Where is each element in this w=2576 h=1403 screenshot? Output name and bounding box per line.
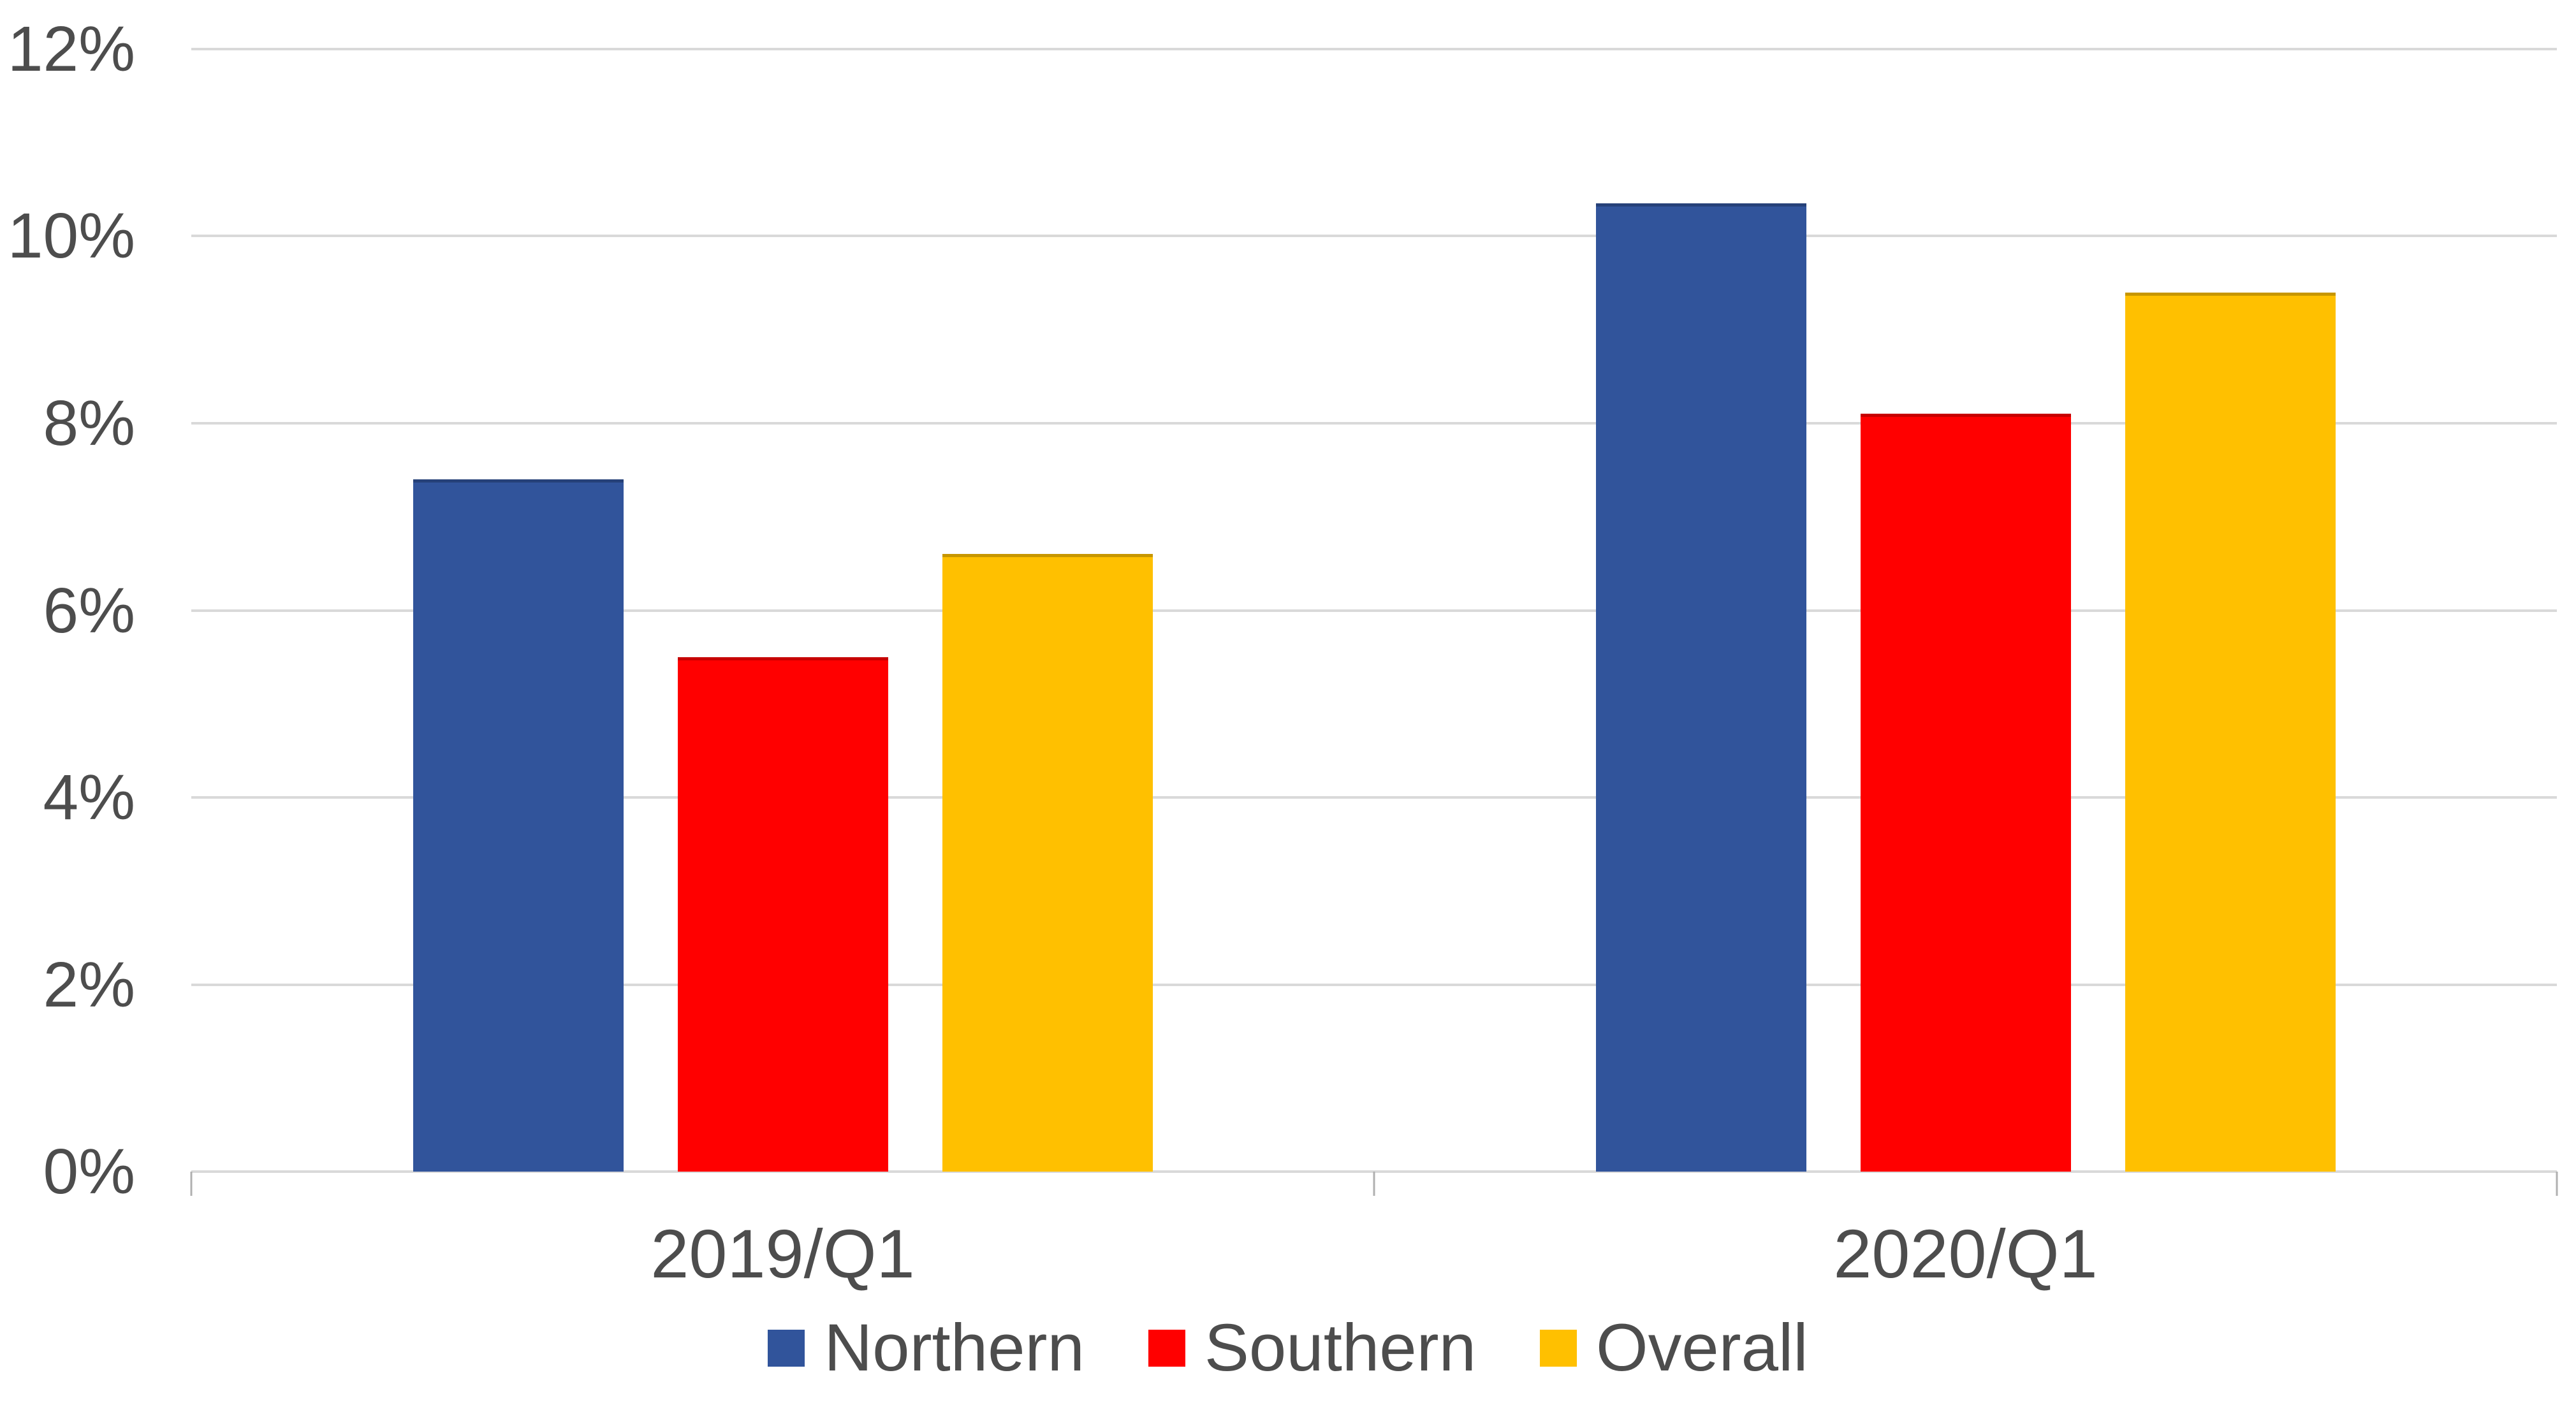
gridline-10 — [191, 235, 2557, 238]
y-tick-label-2-: 2% — [43, 949, 135, 1021]
bar-group-2020-q1 — [1374, 49, 2557, 1172]
y-tick-label-6-: 6% — [43, 574, 135, 646]
bar-group-2019-q1 — [191, 49, 1374, 1172]
y-tick-label-4-: 4% — [43, 761, 135, 833]
bar-northern-2020-q1 — [1595, 203, 1806, 1172]
y-axis: 0% 2% 4% 6% 8% 10% 12% — [0, 17, 135, 1203]
gridline-12 — [191, 48, 2557, 50]
x-category-label-2019-q1: 2019/Q1 — [650, 1215, 915, 1292]
legend-swatch-southern — [1148, 1329, 1185, 1367]
bar-northern-2019-q1 — [413, 479, 624, 1172]
y-tick-label-10-: 10% — [7, 200, 135, 272]
x-axis-tick — [2556, 1172, 2558, 1196]
legend: Northern Southern Overall — [0, 1314, 2576, 1381]
bar-southern-2019-q1 — [677, 657, 888, 1172]
legend-label-overall: Overall — [1596, 1311, 1808, 1385]
legend-label-southern: Southern — [1204, 1311, 1477, 1385]
legend-item-overall: Overall — [1540, 1314, 1808, 1381]
x-axis-tick — [1373, 1172, 1375, 1196]
bar-overall-2020-q1 — [2125, 292, 2336, 1172]
y-tick-label-8-: 8% — [43, 387, 135, 459]
legend-item-southern: Southern — [1148, 1314, 1476, 1381]
bar-overall-2019-q1 — [942, 554, 1153, 1172]
gridline-6 — [191, 609, 2557, 612]
legend-swatch-northern — [768, 1329, 805, 1367]
x-category-label-2020-q1: 2020/Q1 — [1833, 1215, 2098, 1292]
x-axis-tick — [190, 1172, 193, 1196]
gridline-2 — [191, 983, 2557, 986]
bar-southern-2020-q1 — [1860, 414, 2071, 1172]
y-tick-label-12-: 12% — [7, 13, 135, 85]
y-tick-label-0-: 0% — [43, 1136, 135, 1207]
gridline-8 — [191, 421, 2557, 425]
gridline-4 — [191, 796, 2557, 799]
plot-area — [190, 48, 2558, 1196]
legend-label-northern: Northern — [824, 1311, 1085, 1385]
legend-item-northern: Northern — [768, 1314, 1085, 1381]
legend-swatch-overall — [1540, 1329, 1577, 1367]
